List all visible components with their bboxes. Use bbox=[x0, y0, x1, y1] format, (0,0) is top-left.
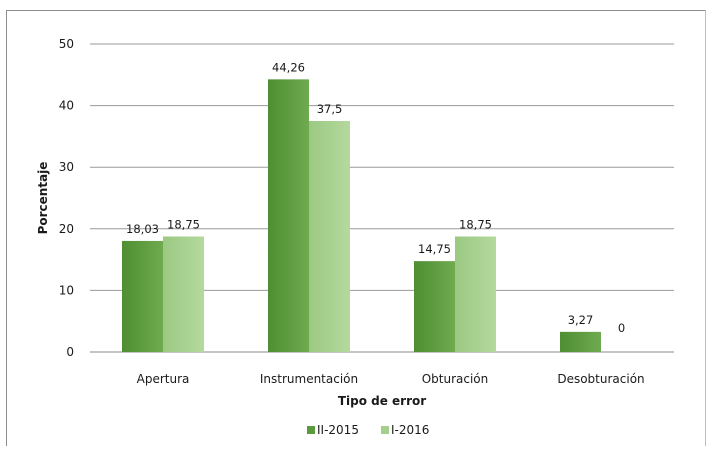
y-tick-label: 40 bbox=[59, 99, 74, 113]
y-tick-label: 0 bbox=[66, 345, 74, 359]
x-tick-label: Obturación bbox=[422, 372, 489, 386]
y-tick-label: 10 bbox=[59, 283, 74, 297]
bar-ii-2015 bbox=[560, 331, 601, 352]
y-tick-label: 20 bbox=[59, 222, 74, 236]
legend-swatch bbox=[381, 426, 389, 434]
x-tick-label: Apertura bbox=[137, 372, 190, 386]
data-label: 44,26 bbox=[272, 60, 305, 74]
legend-label: I-2016 bbox=[391, 423, 429, 437]
bars bbox=[122, 79, 601, 352]
data-label: 18,75 bbox=[167, 218, 200, 232]
legend-swatch bbox=[307, 426, 315, 434]
y-tick-label: 30 bbox=[59, 160, 74, 174]
bar-ii-2015 bbox=[268, 79, 309, 352]
bar-i-2016 bbox=[163, 236, 204, 352]
x-tick-label: Instrumentación bbox=[260, 372, 358, 386]
bar-ii-2015 bbox=[414, 261, 455, 352]
x-tick-labels: Apertura Instrumentación Obturación Desobtu… bbox=[137, 372, 645, 386]
y-axis-title: Porcentaje bbox=[36, 162, 50, 235]
x-axis-title: Tipo de error bbox=[338, 394, 426, 408]
bar-i-2016 bbox=[455, 236, 496, 352]
x-tick-label: Desobturación bbox=[557, 372, 644, 386]
data-label: 0 bbox=[618, 321, 625, 335]
data-label: 14,75 bbox=[418, 242, 451, 256]
bar-ii-2015 bbox=[122, 240, 163, 352]
legend: II-2015 I-2016 bbox=[307, 423, 429, 437]
data-label: 37,5 bbox=[317, 102, 343, 116]
data-label: 3,27 bbox=[568, 313, 594, 327]
y-tick-labels: 0 10 20 30 40 50 bbox=[59, 37, 74, 359]
data-labels: 18,03 18,75 44,26 37,5 14,75 18,75 3,27 0 bbox=[126, 60, 625, 335]
data-label: 18,03 bbox=[126, 222, 159, 236]
legend-label: II-2015 bbox=[317, 423, 359, 437]
bar-i-2016 bbox=[309, 121, 350, 352]
chart-frame bbox=[6, 10, 706, 446]
data-label: 18,75 bbox=[459, 218, 492, 232]
y-tick-label: 50 bbox=[59, 37, 74, 51]
